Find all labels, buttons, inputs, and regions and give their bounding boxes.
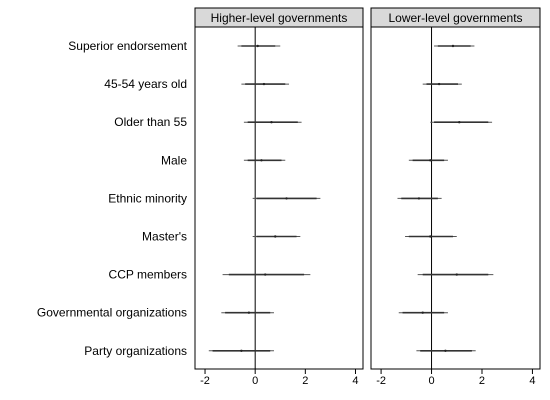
x-tick-label: 2: [479, 375, 485, 387]
plot-frame: [370, 26, 541, 370]
panel: Lower-level governments -2 0 2 4: [370, 7, 541, 387]
category-label: Superior endorsement: [68, 39, 187, 53]
point-estimate: [455, 273, 458, 276]
point-estimate: [270, 121, 273, 124]
point-estimate: [260, 159, 263, 162]
category-label: Governmental organizations: [37, 306, 187, 320]
x-tick-label: 2: [302, 375, 308, 387]
point-estimate: [247, 311, 251, 314]
point-estimate: [429, 235, 432, 238]
chart-panels: Higher-level governments-2 0 2 4Lower-level…: [194, 7, 541, 387]
category-label: Male: [161, 153, 187, 167]
point-estimate: [240, 349, 243, 352]
category-label: 45-54 years old: [104, 77, 187, 91]
x-tick-label: 0: [428, 375, 434, 387]
panel-title: Higher-level governments: [211, 11, 348, 25]
panel: Higher-level governments -2 0 2 4: [194, 7, 364, 387]
point-estimate: [285, 197, 288, 200]
x-tick-label: 4: [529, 375, 535, 387]
category-label: Master's: [142, 230, 187, 244]
point-estimate: [451, 44, 455, 48]
category-label: Party organizations: [84, 344, 187, 358]
point-estimate: [458, 121, 461, 124]
x-tick-label: -2: [376, 375, 386, 387]
point-estimate: [437, 82, 441, 86]
x-tick-label: 4: [352, 375, 358, 387]
point-estimate: [262, 82, 266, 86]
category-labels: Superior endorsement 45-54 years old Older…: [37, 39, 188, 358]
point-estimate: [274, 235, 277, 238]
category-label: Ethnic minority: [108, 191, 187, 205]
category-label: CCP members: [109, 268, 187, 282]
x-tick-label: -2: [200, 375, 210, 387]
point-estimate: [444, 349, 447, 352]
point-estimate: [421, 311, 424, 314]
point-estimate: [256, 44, 259, 48]
point-estimate: [429, 159, 432, 162]
point-estimate: [417, 197, 421, 200]
x-tick-label: 0: [252, 375, 258, 387]
point-estimate: [264, 273, 267, 276]
panel-title: Lower-level governments: [388, 11, 522, 25]
category-label: Older than 55: [114, 115, 187, 129]
